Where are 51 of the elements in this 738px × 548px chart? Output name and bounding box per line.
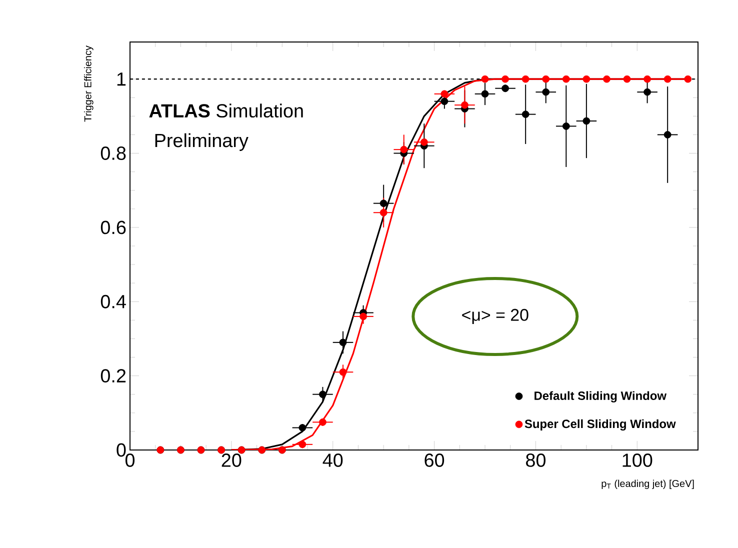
point (562, 122, 570, 130)
point (644, 88, 651, 96)
legend-label: Super Cell Sliding Window (524, 419, 676, 431)
legend-label: Default Sliding Window (534, 391, 667, 402)
point (319, 390, 326, 398)
x-tick-label: 100 (622, 454, 652, 467)
point (339, 368, 347, 376)
point (440, 98, 448, 106)
point (298, 440, 306, 448)
point (664, 75, 672, 83)
point (420, 138, 428, 146)
annotation: Preliminary (155, 133, 248, 151)
point (461, 101, 468, 109)
point (522, 75, 530, 83)
point (562, 75, 570, 83)
point (298, 424, 306, 432)
point (481, 75, 489, 83)
y-tick-label: 0.4 (100, 294, 126, 308)
point (502, 75, 509, 83)
point (664, 131, 672, 138)
point (603, 75, 610, 83)
point (644, 75, 651, 83)
point (380, 200, 388, 208)
y-tick-label: 1 (117, 72, 126, 86)
y-tick-label: 0 (116, 443, 126, 457)
point (380, 208, 388, 216)
point (542, 88, 550, 96)
point (582, 117, 590, 125)
x-tick-label: 80 (526, 454, 546, 467)
x-axis-title: p$_{T}$ (leading jet) [GeV] (602, 480, 694, 490)
annotation: ATLAS Simulation (149, 104, 303, 118)
x-tick-label: 60 (424, 454, 444, 467)
point (502, 84, 509, 92)
point (582, 75, 590, 83)
point (400, 146, 408, 154)
point (319, 418, 326, 426)
y-tick-label: 0.8 (100, 146, 126, 160)
point (440, 90, 448, 98)
annotation: <μ> = 20 (462, 308, 528, 324)
point (481, 90, 489, 98)
x-tick-label: 40 (322, 454, 343, 467)
point (684, 75, 692, 83)
point (339, 338, 347, 346)
point (542, 75, 550, 83)
x-tick-label: 20 (222, 454, 242, 467)
point (623, 75, 631, 83)
point (522, 110, 530, 118)
y-axis-title: Trigger Efficiency (84, 46, 94, 122)
y-tick-label: 0.2 (100, 369, 126, 383)
y-tick-label: 0.6 (100, 220, 126, 234)
x-tick-label: 0 (125, 454, 135, 467)
